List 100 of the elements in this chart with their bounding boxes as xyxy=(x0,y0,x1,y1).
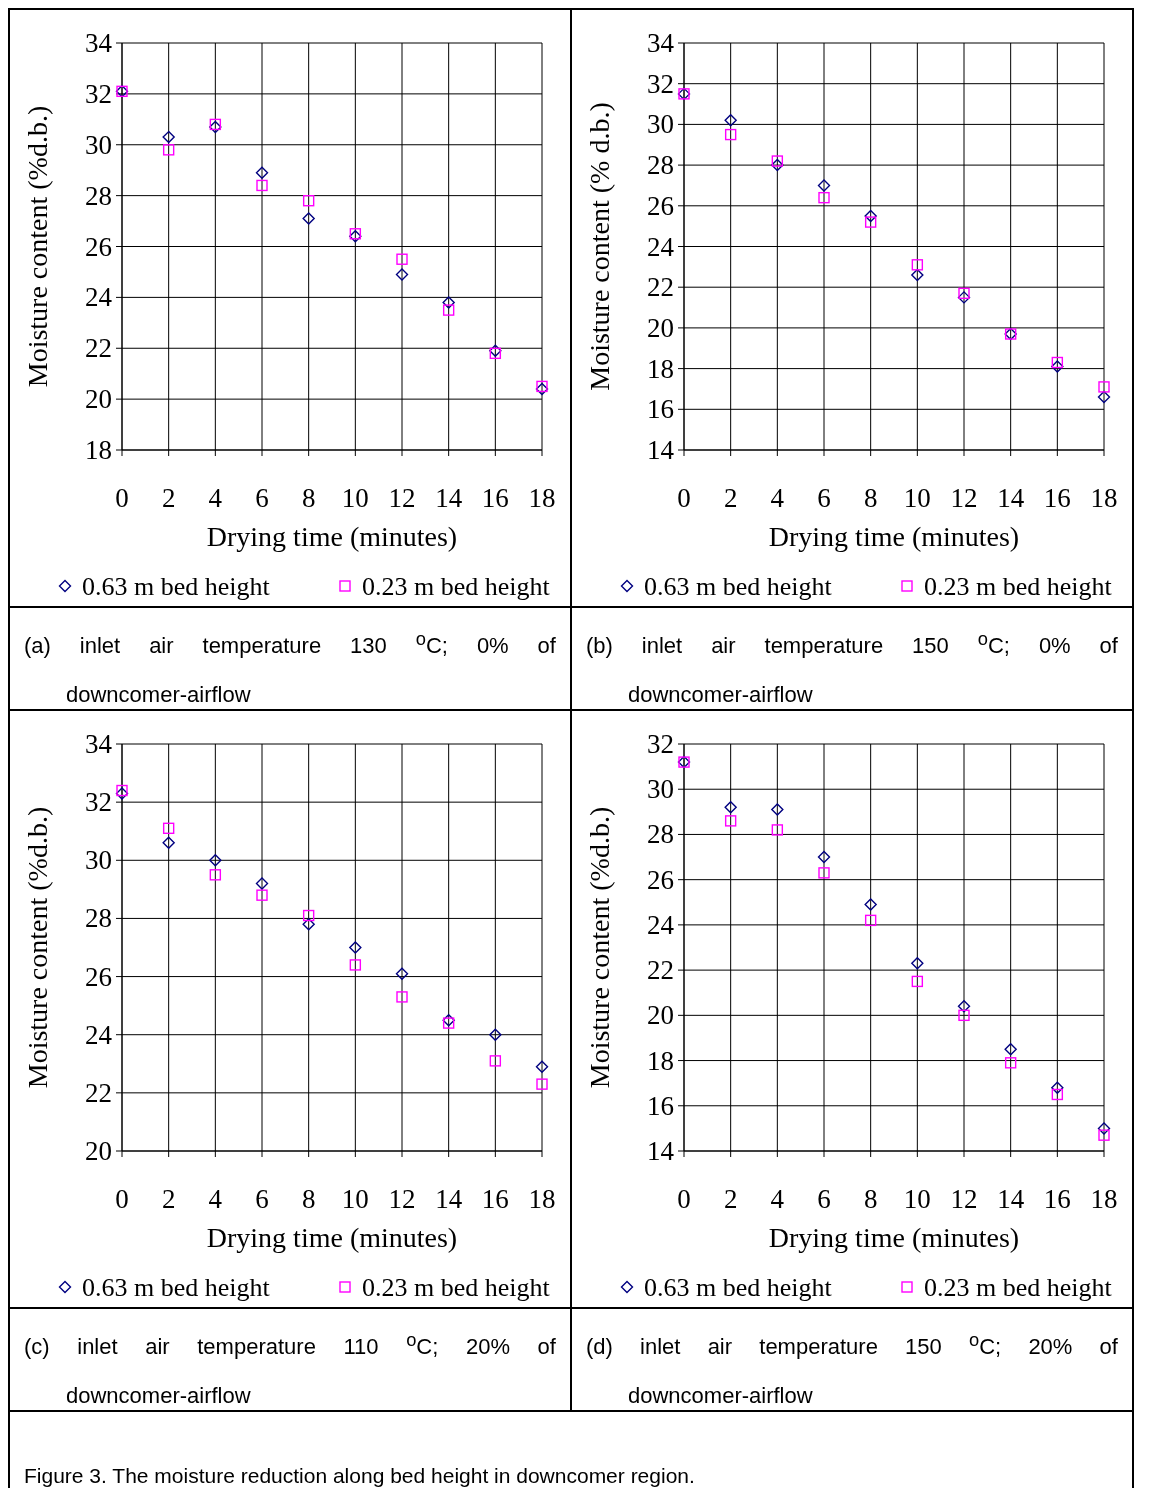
point xyxy=(864,898,877,911)
point xyxy=(911,259,924,271)
point xyxy=(864,914,877,927)
point xyxy=(302,195,315,207)
point xyxy=(817,179,831,192)
x-tick-label: 0 xyxy=(115,483,129,513)
y-tick-label: 24 xyxy=(85,1019,113,1050)
point xyxy=(724,801,737,814)
text: (a) inlet air temperature 130 $^{o}$C; 0% of downcomer-airflow xyxy=(24,628,556,708)
y-axis-title: Moisture content (%d.b.) xyxy=(22,806,53,1089)
point xyxy=(724,114,737,127)
y-tick-label: 18 xyxy=(647,353,674,384)
point xyxy=(209,869,222,881)
y-tick-label: 18 xyxy=(647,1045,674,1076)
x-tick-label: 0 xyxy=(677,483,691,513)
x-tick-label: 2 xyxy=(161,483,176,513)
y-tick-label: 34 xyxy=(85,28,113,58)
y-axis-title: Moisture content (%d.b.) xyxy=(22,105,53,388)
point xyxy=(302,909,315,922)
y-tick-label: 16 xyxy=(647,1090,674,1121)
legend-label: 0.23 m bed height xyxy=(362,1273,551,1302)
point xyxy=(396,991,408,1003)
x-tick-label: 6 xyxy=(255,483,269,513)
point xyxy=(162,822,175,835)
point xyxy=(1004,1057,1017,1069)
y-tick-label: 30 xyxy=(647,109,674,140)
y-tick-label: 16 xyxy=(647,394,674,425)
point xyxy=(209,854,222,867)
point xyxy=(162,144,175,156)
x-tick-label: 0 xyxy=(115,1184,129,1214)
x-tick-label: 14 xyxy=(435,483,463,513)
point xyxy=(864,209,877,223)
x-tick-label: 6 xyxy=(817,483,831,513)
point xyxy=(864,216,877,228)
x-tick-label: 10 xyxy=(903,483,931,513)
point xyxy=(255,166,269,179)
y-tick-label: 22 xyxy=(85,1077,112,1108)
point xyxy=(442,1017,455,1029)
y-tick-label: 20 xyxy=(85,1136,112,1166)
y-tick-label: 26 xyxy=(647,864,674,895)
x-tick-label: 8 xyxy=(301,1184,316,1214)
point xyxy=(818,191,830,204)
x-tick-label: 2 xyxy=(723,1184,738,1214)
point xyxy=(396,253,408,265)
x-tick-label: 16 xyxy=(1043,483,1071,513)
x-tick-label: 6 xyxy=(255,1184,269,1214)
point xyxy=(349,959,362,971)
y-tick-label: 24 xyxy=(647,909,675,940)
y-tick-label: 22 xyxy=(647,955,674,986)
y-tick-label: 24 xyxy=(85,282,113,313)
x-tick-label: 16 xyxy=(1043,1184,1071,1214)
y-tick-label: 28 xyxy=(85,903,112,934)
caption: Figure 3. The moisture reduction along bed height in downcomer region. xyxy=(24,1464,696,1488)
x-tick-label: 8 xyxy=(863,483,878,513)
x-tick-label: 12 xyxy=(950,1184,978,1214)
point xyxy=(442,1013,455,1027)
x-tick-label: 16 xyxy=(481,483,509,513)
legend-label: 0.63 m bed height xyxy=(644,572,833,601)
x-tick-label: 10 xyxy=(341,483,369,513)
x-tick-label: 8 xyxy=(301,483,316,513)
point xyxy=(536,1078,548,1090)
point xyxy=(771,155,784,167)
x-tick-label: 18 xyxy=(528,483,556,513)
point xyxy=(1097,390,1111,404)
point xyxy=(395,268,409,281)
x-tick-label: 4 xyxy=(208,1184,223,1214)
y-tick-label: 20 xyxy=(647,312,674,343)
y-axis-title: Moisture content (%d.b.) xyxy=(584,806,615,1089)
y-tick-label: 28 xyxy=(85,180,112,211)
x-tick-label: 12 xyxy=(388,483,416,513)
x-axis-title: Drying time (minutes) xyxy=(206,1222,458,1253)
y-tick-label: 34 xyxy=(647,28,675,58)
point xyxy=(1098,1129,1110,1141)
x-tick-label: 12 xyxy=(950,483,978,513)
x-tick-label: 18 xyxy=(1090,1184,1118,1214)
point xyxy=(958,1009,970,1022)
y-tick-label: 18 xyxy=(85,435,112,465)
point xyxy=(911,957,924,970)
y-tick-label: 30 xyxy=(647,774,674,805)
text: (d) inlet air temperature 150 $^{o}$C; 20% of downcomer-airflow xyxy=(586,1329,1118,1409)
x-tick-label: 2 xyxy=(723,483,738,513)
point xyxy=(957,1000,971,1013)
y-tick-label: 32 xyxy=(647,68,674,99)
point xyxy=(1097,1122,1111,1135)
x-tick-label: 10 xyxy=(903,1184,931,1214)
x-axis-title: Drying time (minutes) xyxy=(768,521,1020,552)
legend-label: 0.63 m bed height xyxy=(82,572,271,601)
point xyxy=(256,889,268,901)
y-tick-label: 30 xyxy=(85,129,112,160)
y-tick-label: 14 xyxy=(647,1136,675,1166)
y-tick-label: 32 xyxy=(85,78,112,109)
point xyxy=(349,941,362,954)
y-tick-label: 14 xyxy=(647,435,675,465)
point xyxy=(958,287,970,300)
y-tick-label: 28 xyxy=(647,150,674,181)
point xyxy=(162,836,175,850)
point xyxy=(302,212,315,225)
x-tick-label: 14 xyxy=(997,483,1025,513)
x-tick-label: 4 xyxy=(208,483,223,513)
legend-label: 0.63 m bed height xyxy=(82,1273,271,1302)
